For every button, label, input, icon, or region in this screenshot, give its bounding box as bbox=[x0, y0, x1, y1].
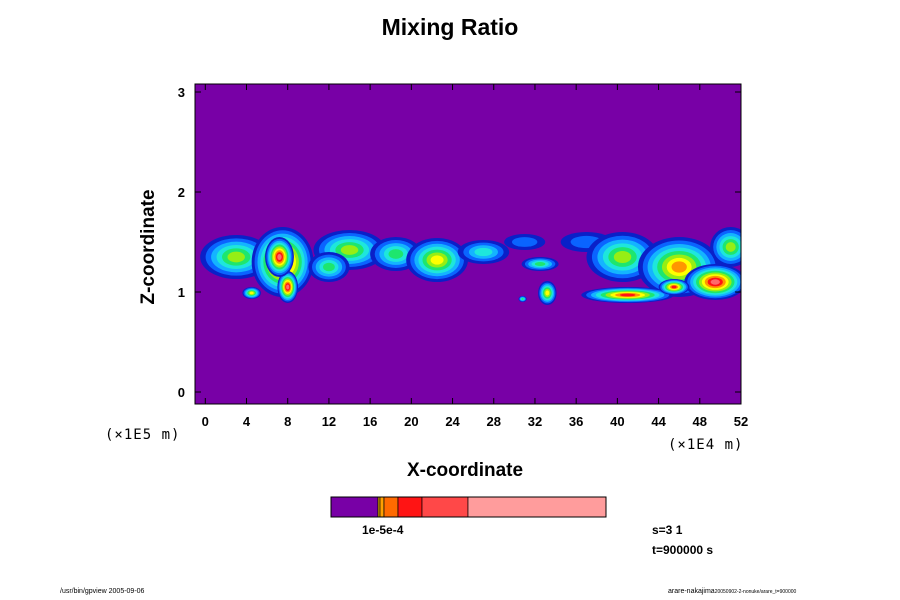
contour-level bbox=[277, 253, 282, 261]
cloud-blob bbox=[265, 237, 294, 277]
x-tick-label: 8 bbox=[284, 414, 291, 429]
x-tick-label: 0 bbox=[202, 414, 209, 429]
contour-level bbox=[619, 293, 636, 297]
contour-level bbox=[725, 242, 736, 252]
colorbar-segment bbox=[330, 496, 379, 518]
x-tick-label: 36 bbox=[569, 414, 583, 429]
cloud-blob bbox=[521, 257, 559, 271]
mixing-ratio-field bbox=[195, 84, 741, 404]
contour-level bbox=[613, 250, 632, 264]
cloud-blob bbox=[200, 235, 273, 279]
x-tick-label: 12 bbox=[322, 414, 336, 429]
cloud-blob bbox=[370, 237, 422, 271]
footer-right-small: 20050902-2-nonuke/arare_t=900000 bbox=[714, 589, 797, 595]
contour-level bbox=[430, 255, 444, 265]
contour-level bbox=[671, 285, 677, 289]
x-tick-label: 28 bbox=[487, 414, 501, 429]
footer-right: arare-nakajima20050902-2-nonuke/arare_t=… bbox=[668, 588, 796, 595]
plot-frame bbox=[194, 83, 742, 405]
contour-level bbox=[323, 262, 335, 272]
cloud-blob bbox=[277, 271, 299, 303]
x-tick-label: 20 bbox=[404, 414, 418, 429]
cloud-blob bbox=[308, 252, 350, 282]
x-tick-label: 48 bbox=[693, 414, 707, 429]
colorbar-segment bbox=[397, 496, 423, 518]
cloud-blob bbox=[658, 279, 690, 295]
contour-level bbox=[521, 298, 524, 300]
step-label: s=3 1 bbox=[652, 523, 683, 537]
contour-level bbox=[340, 245, 359, 255]
cloud-blob bbox=[518, 296, 527, 302]
cloud-blob bbox=[710, 227, 741, 267]
x-tick-label: 4 bbox=[243, 414, 251, 429]
contour-level bbox=[710, 279, 720, 285]
cloud-blob bbox=[684, 264, 741, 300]
cloud-blob bbox=[504, 234, 546, 250]
y-tick-label: 1 bbox=[178, 285, 185, 300]
contour-level bbox=[534, 262, 546, 266]
y-tick-label: 3 bbox=[178, 85, 185, 100]
chart-title: Mixing Ratio bbox=[381, 14, 519, 40]
contour-level bbox=[249, 291, 254, 295]
x-tick-label: 16 bbox=[363, 414, 377, 429]
colorbar bbox=[330, 496, 607, 518]
colorbar-labels: 1e-5e-4 bbox=[362, 523, 404, 537]
cloud-blob bbox=[242, 287, 261, 299]
x-axis-scale-factor: (×1E4 m) bbox=[668, 437, 744, 453]
time-label: t=900000 s bbox=[652, 543, 714, 557]
colorbar-segment bbox=[383, 496, 399, 518]
x-axis-label: X-coordinate bbox=[406, 460, 524, 481]
colorbar-segment bbox=[467, 496, 607, 518]
colorbar-segment bbox=[421, 496, 469, 518]
colorbar-frame bbox=[330, 496, 607, 518]
cloud-blob bbox=[457, 240, 510, 264]
y-tick-label: 2 bbox=[178, 185, 185, 200]
y-axis-label: Z-coordinate bbox=[138, 189, 159, 305]
cloud-blob bbox=[581, 287, 675, 303]
contour-level bbox=[388, 249, 404, 259]
cloud-blob bbox=[586, 232, 659, 282]
colorbar-segment bbox=[379, 496, 385, 518]
cloud-blob bbox=[406, 238, 468, 282]
y-tick-label: 0 bbox=[178, 385, 185, 400]
contour-level bbox=[227, 251, 245, 263]
x-tick-label: 44 bbox=[651, 414, 666, 429]
step-info: s=3 1 t=900000 s bbox=[652, 520, 713, 560]
footer-left: /usr/bin/gpview 2005-09-06 bbox=[60, 588, 145, 595]
footer-right-main: arare-nakajima bbox=[668, 588, 715, 595]
y-axis-scale-factor: (×1E5 m) bbox=[105, 427, 181, 443]
x-tick-label: 40 bbox=[610, 414, 624, 429]
contour-level bbox=[545, 290, 550, 296]
x-tick-label: 24 bbox=[445, 414, 460, 429]
x-tick-label: 32 bbox=[528, 414, 542, 429]
contour-level bbox=[671, 261, 687, 273]
cloud-blob bbox=[538, 281, 557, 305]
contour-level bbox=[286, 284, 290, 290]
x-tick-label: 52 bbox=[734, 414, 748, 429]
contour-level bbox=[511, 237, 538, 247]
contour-level bbox=[474, 247, 493, 257]
